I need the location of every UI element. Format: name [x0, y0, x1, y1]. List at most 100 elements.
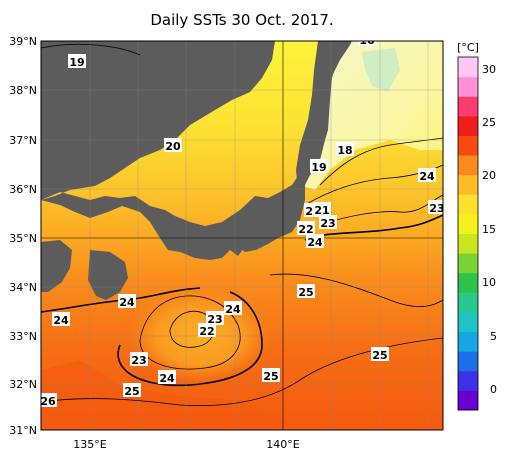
colorbar-swatch — [458, 351, 478, 372]
contour-label: 18 — [337, 144, 352, 157]
contour-label: 19 — [311, 161, 326, 174]
contour-label: 16 — [359, 34, 375, 47]
land-izu — [230, 228, 244, 256]
colorbar-swatch — [458, 272, 478, 293]
contour-23-eddy — [139, 295, 241, 370]
land-northeast-coast — [296, 41, 345, 190]
colorbar-tick-15: 15 — [482, 223, 496, 236]
lat-label-31n: 31°N — [9, 424, 37, 437]
colorbar-swatch — [458, 331, 478, 352]
contour-label: 23 — [207, 313, 222, 326]
colorbar-swatch — [458, 174, 478, 195]
colorbar-swatch — [458, 253, 478, 274]
lon-label-140e: 140°E — [266, 438, 299, 451]
land-sado — [150, 120, 164, 130]
lat-label-32n: 32°N — [9, 378, 37, 391]
lon-axis: 135°E 140°E — [73, 438, 299, 451]
contour-label: 26 — [40, 395, 56, 408]
lat-label-39n: 39°N — [9, 35, 37, 48]
colorbar-tick-25: 25 — [482, 116, 496, 129]
contour-label-bg — [52, 312, 70, 326]
lon-label-135e: 135°E — [73, 438, 106, 451]
colorbar-swatch — [458, 115, 478, 136]
contour-label: 22 — [298, 223, 313, 236]
colorbar-tick-10: 10 — [482, 276, 496, 289]
contour-label: 25 — [263, 370, 278, 383]
land-kii-peninsula — [88, 250, 128, 300]
contour-label-bg — [224, 301, 242, 315]
colorbar-swatch — [458, 76, 478, 97]
contour-label-bg — [297, 221, 315, 235]
contour-label-bg — [158, 370, 176, 384]
contour-label-bg — [319, 215, 337, 229]
colorbar-swatch — [458, 213, 478, 234]
colorbar-frame — [457, 56, 479, 411]
colorbar-swatch — [458, 96, 478, 117]
contour-label-bg — [198, 323, 216, 337]
contour-label-bg — [371, 347, 389, 361]
contour-label-bg — [418, 168, 436, 182]
contour-label-bg — [130, 352, 148, 366]
contour-label-bg — [262, 368, 280, 382]
colorbar-unit: [°C] — [457, 41, 479, 54]
contour-label-bg — [206, 311, 224, 325]
contour-label: 24 — [159, 372, 175, 385]
contour-label-bg — [68, 54, 86, 68]
lat-label-37n: 37°N — [9, 134, 37, 147]
lat-axis: 39°N 38°N 37°N 36°N 35°N 34°N 33°N 32°N … — [9, 35, 37, 437]
contour-label: 25 — [372, 349, 387, 362]
colorbar: [°C] 30 25 20 15 10 5 0 — [457, 41, 497, 411]
contour-label-bg — [313, 202, 331, 216]
contour-labels: 1916201819242320212322242524242324222325… — [40, 34, 444, 408]
map-title: Daily SSTs 30 Oct. 2017. — [150, 11, 333, 29]
contour-label: 24 — [53, 314, 69, 327]
contour-label-bg — [310, 159, 328, 173]
contour-label-bg — [358, 41, 376, 46]
contour-label: 24 — [307, 236, 323, 249]
contour-label-bg — [306, 234, 324, 248]
contour-24-eddy — [117, 291, 263, 387]
colorbar-tick-20: 20 — [482, 169, 496, 182]
colorbar-swatch — [458, 390, 478, 411]
cold-water-patch — [362, 48, 400, 92]
lat-label-38n: 38°N — [9, 84, 37, 97]
warm-water-southwest — [41, 360, 300, 430]
colorbar-swatch — [458, 292, 478, 313]
land-honshu — [41, 41, 443, 260]
contour-24-east — [304, 214, 443, 241]
contour-label: 19 — [69, 56, 84, 69]
land-shikoku — [41, 240, 72, 292]
colorbar-swatch — [458, 311, 478, 333]
contour-label: 23 — [131, 354, 146, 367]
colorbar-tick-5: 5 — [490, 330, 497, 343]
lat-label-33n: 33°N — [9, 330, 37, 343]
colorbar-swatch — [458, 57, 478, 78]
contour-label: 23 — [320, 217, 335, 230]
contour-label-bg — [41, 393, 57, 407]
contour-label: 25 — [298, 286, 313, 299]
grid — [41, 41, 443, 430]
colorbar-swatch — [458, 233, 478, 254]
contour-label-bg — [336, 142, 354, 156]
colorbar-swatch — [458, 370, 478, 391]
contour-label: 21 — [314, 204, 329, 217]
contour-label: 23 — [429, 202, 444, 215]
colorbar-tick-30: 30 — [482, 63, 496, 76]
colorbar-swatch — [458, 135, 478, 156]
contour-label-bg — [428, 200, 443, 214]
contour-label: 24 — [419, 170, 435, 183]
lat-label-35n: 35°N — [9, 232, 37, 245]
minor-grid — [41, 41, 443, 430]
colorbar-tick-0: 0 — [490, 383, 497, 396]
plot-area: 1916201819242320212322242524242324222325… — [40, 34, 444, 430]
contour-label: 22 — [199, 325, 214, 338]
colorbar-strip — [458, 57, 478, 411]
colorbar-swatch — [458, 194, 478, 215]
colorbar-swatch — [458, 155, 478, 176]
contour-label: 24 — [119, 296, 135, 309]
lat-label-36n: 36°N — [9, 183, 37, 196]
contour-19-north — [41, 43, 141, 56]
contour-label-bg — [118, 294, 136, 308]
contour-label: 25 — [124, 385, 139, 398]
